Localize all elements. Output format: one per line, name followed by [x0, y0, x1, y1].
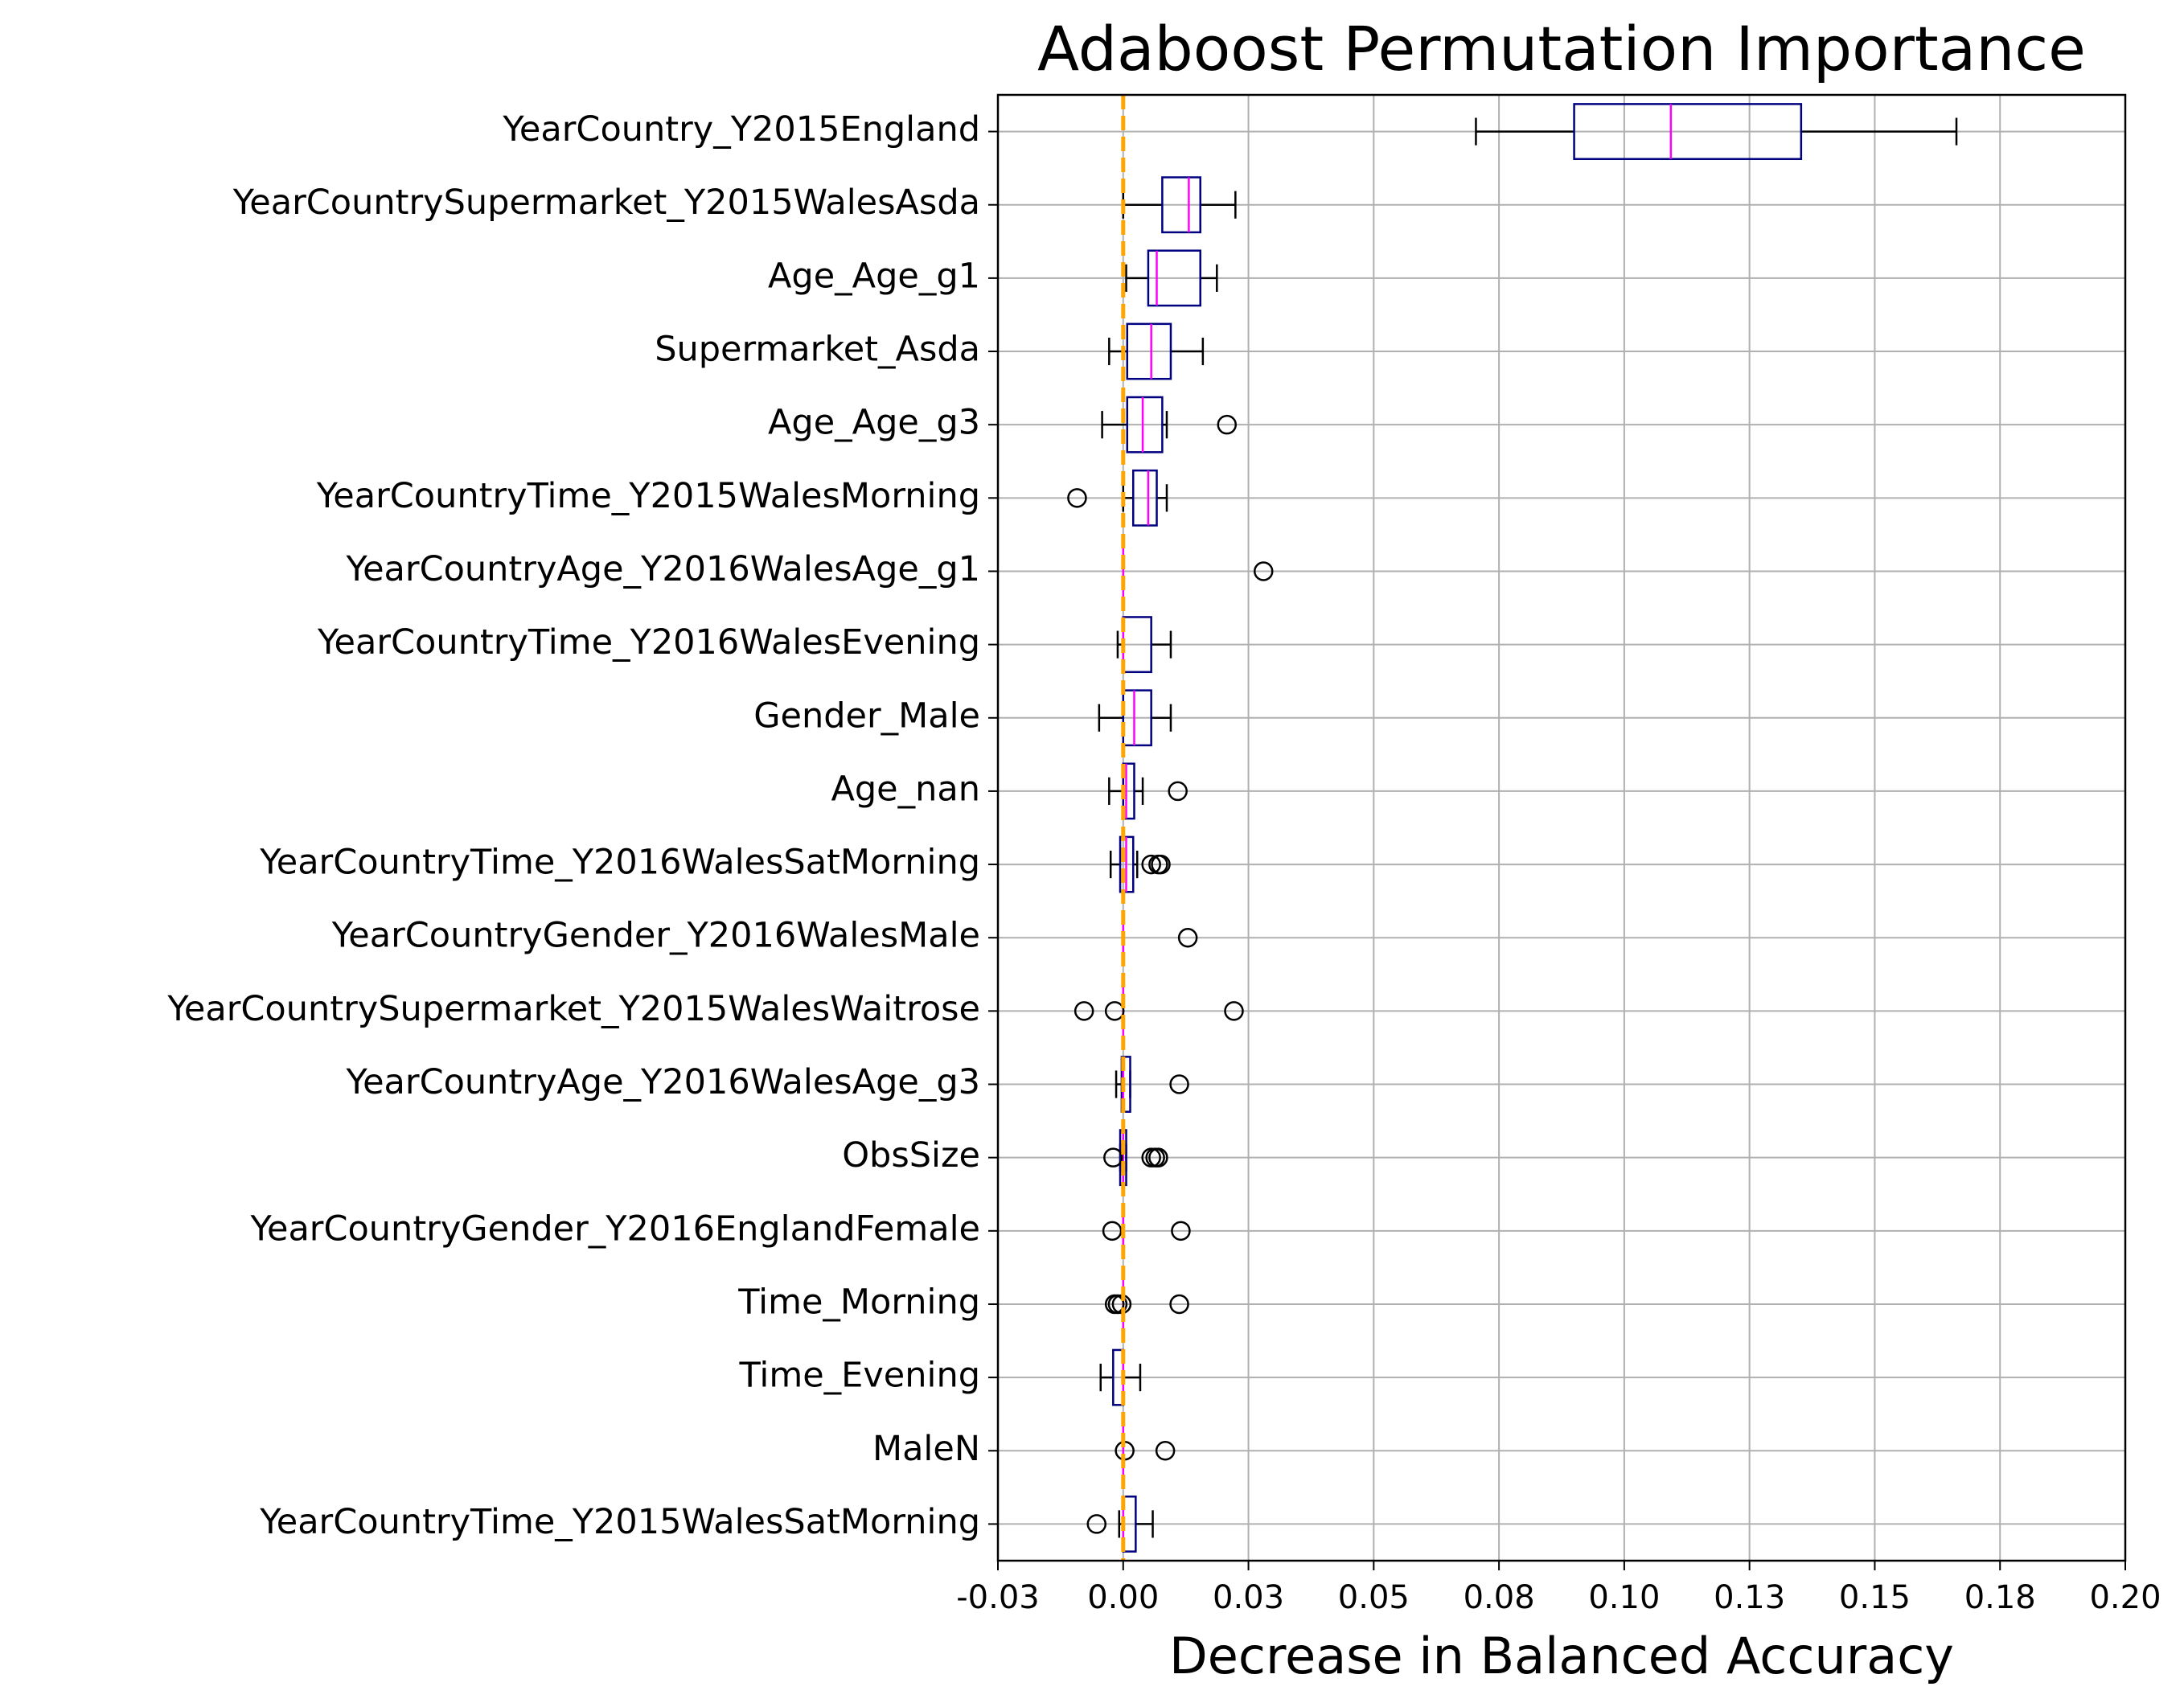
box [1122, 689, 1152, 747]
box [1147, 249, 1201, 307]
flier [1177, 927, 1198, 948]
flier [1141, 854, 1161, 875]
y-tick-label: YearCountryTime_Y2016WalesSatMorning [259, 843, 980, 883]
y-tick-label: Age_Age_g1 [768, 256, 980, 296]
y-tick-label: YearCountryAge_Y2016WalesAge_g1 [346, 549, 980, 589]
y-tick-label: Supermarket_Asda [655, 330, 980, 370]
x-tick-label: -0.03 [956, 1579, 1040, 1616]
y-tick-label: Age_nan [831, 769, 980, 809]
y-tick-label: ObsSize [842, 1135, 980, 1176]
box [1573, 103, 1803, 161]
x-tick-label: 0.10 [1588, 1579, 1660, 1616]
flier [1102, 1221, 1123, 1241]
flier [1171, 1221, 1191, 1241]
x-tick-label: 0.03 [1213, 1579, 1284, 1616]
flier [1253, 561, 1274, 581]
box [1161, 176, 1201, 234]
flier [1086, 1514, 1107, 1534]
y-tick-label: YearCountryAge_Y2016WalesAge_g3 [346, 1062, 980, 1102]
flier [1103, 1147, 1123, 1167]
flier [1104, 1001, 1125, 1021]
x-tick-label: 0.05 [1338, 1579, 1410, 1616]
x-axis-label: Decrease in Balanced Accuracy [1169, 1627, 1954, 1685]
box [1131, 469, 1158, 527]
x-tick-label: 0.20 [2089, 1579, 2161, 1616]
x-tick-label: 0.15 [1839, 1579, 1911, 1616]
flier [1217, 414, 1238, 435]
flier [1169, 1294, 1189, 1315]
flier [1169, 1074, 1189, 1094]
flier [1224, 1001, 1244, 1021]
flier [1067, 488, 1087, 508]
y-tick-label: YearCountrySupermarket_Y2015WalesAsda [232, 183, 980, 223]
flier [1155, 1441, 1176, 1461]
y-tick-label: YearCountry_Y2015England [502, 109, 980, 150]
y-tick-label: Time_Evening [738, 1356, 980, 1396]
y-tick-label: YearCountryTime_Y2016WalesEvening [317, 622, 980, 663]
x-tick-label: 0.18 [1964, 1579, 2036, 1616]
y-tick-label: Gender_Male [753, 696, 980, 736]
flier [1148, 1147, 1168, 1167]
flier [1074, 1001, 1094, 1021]
y-tick-label: Time_Morning [737, 1282, 980, 1322]
y-tick-label: YearCountryTime_Y2015WalesMorning [316, 476, 980, 516]
plot-frame [996, 93, 2127, 1562]
box [1126, 322, 1172, 380]
y-tick-label: YearCountryGender_Y2016WalesMale [331, 916, 980, 956]
chart-title: Adaboost Permutation Importance [1037, 13, 2086, 84]
y-tick-label: Age_Age_g3 [768, 403, 980, 443]
y-tick-label: YearCountryTime_Y2015WalesSatMorning [259, 1502, 980, 1542]
y-tick-label: YearCountrySupermarket_Y2015WalesWaitros… [166, 989, 980, 1029]
flier [1168, 781, 1188, 802]
y-tick-label: YearCountryGender_Y2016EnglandFemale [249, 1209, 980, 1249]
x-tick-label: 0.00 [1087, 1579, 1159, 1616]
flier [1151, 854, 1171, 875]
box [1126, 396, 1164, 453]
x-tick-label: 0.13 [1714, 1579, 1785, 1616]
x-tick-label: 0.08 [1464, 1579, 1535, 1616]
y-tick-label: MaleN [872, 1429, 980, 1469]
